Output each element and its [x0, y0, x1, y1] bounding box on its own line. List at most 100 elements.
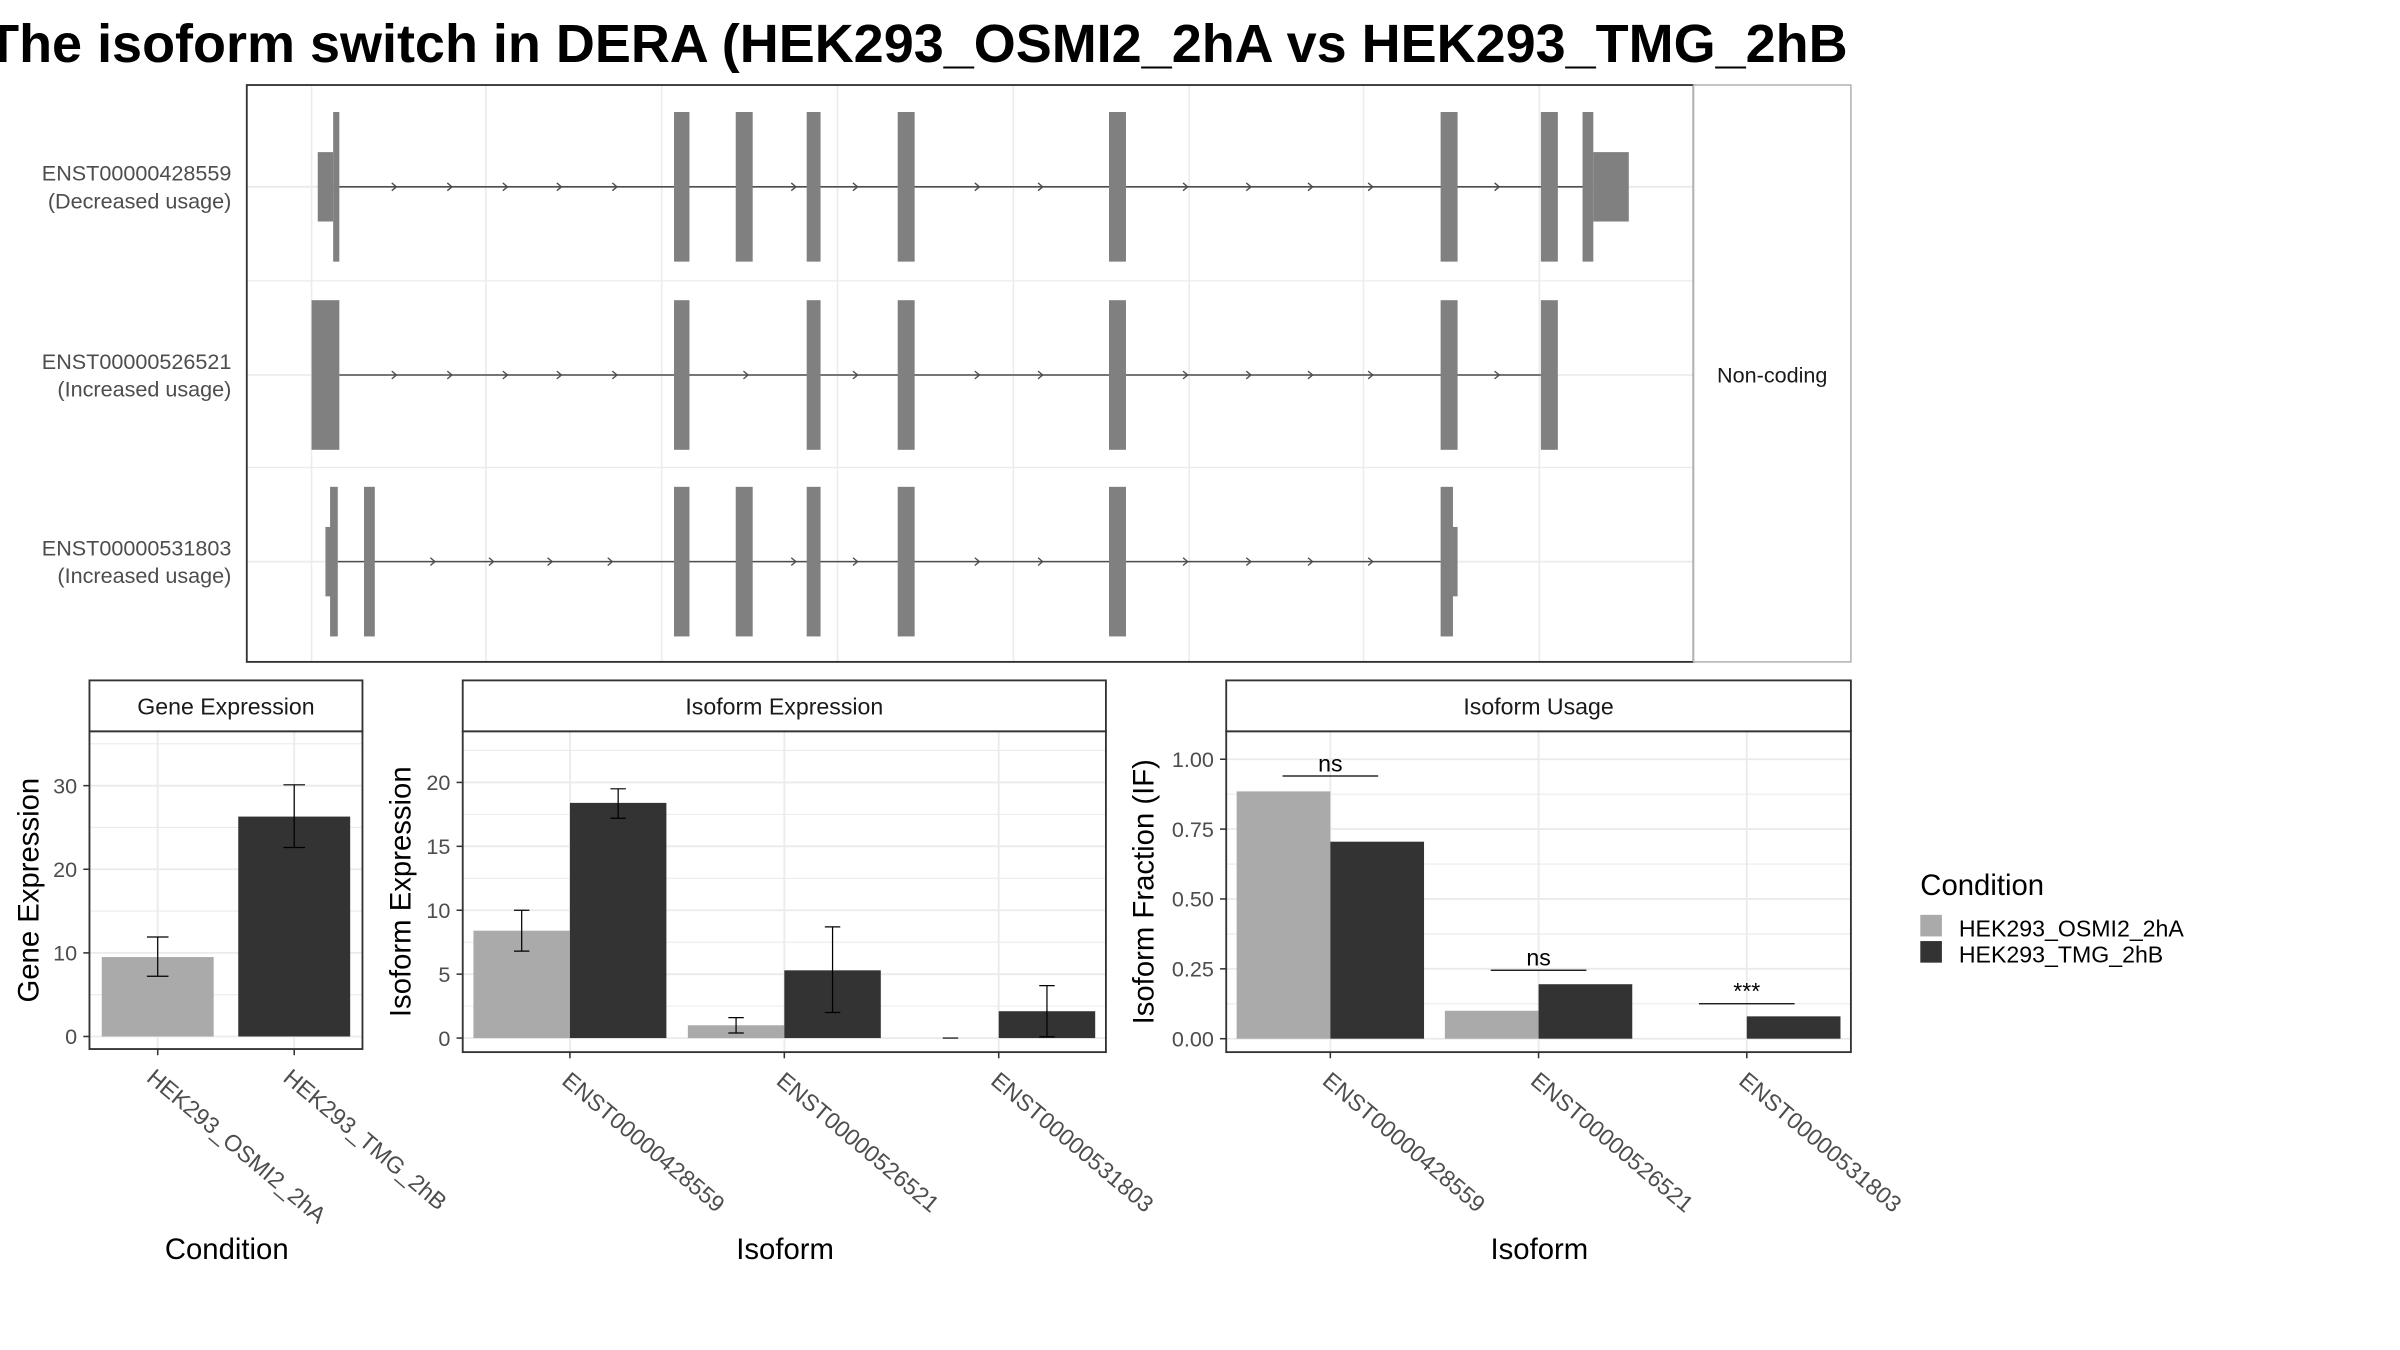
exon [1440, 486, 1453, 637]
y-tick-label: 10 [53, 941, 77, 966]
transcript-usage-label: (Increased usage) [57, 563, 231, 588]
y-tick-label: 0.00 [1172, 1026, 1214, 1051]
bar [1444, 1010, 1539, 1039]
intron-direction-arrow [1037, 557, 1044, 567]
intron-direction-arrow [974, 182, 981, 192]
intron-direction-arrow [502, 182, 509, 192]
x-tick-label: ENST00000526521 [772, 1067, 944, 1218]
significance-label: *** [1733, 978, 1760, 1004]
y-tick-label: 0 [65, 1024, 77, 1049]
y-tick-label: 0.75 [1172, 817, 1214, 842]
y-axis-title: Gene Expression [13, 778, 46, 1003]
transcript-panel-background [246, 85, 1694, 662]
bar [1236, 791, 1331, 1039]
x-tick-label: ENST00000428559 [557, 1067, 729, 1218]
transcript-usage-label: (Increased usage) [57, 377, 231, 402]
exon [1540, 112, 1558, 262]
exon [1440, 112, 1458, 262]
intron-direction-arrow [1182, 557, 1189, 567]
exon [806, 112, 821, 262]
x-axis-title: Isoform [1490, 1233, 1588, 1266]
x-tick-label: ENST00000526521 [1526, 1067, 1698, 1218]
exon [1540, 300, 1558, 450]
exon [1440, 300, 1458, 450]
figure-title: The isoform switch in DERA (HEK293_OSMI2… [0, 14, 1848, 74]
intron-direction-arrow [611, 370, 619, 380]
y-axis-title: Isoform Fraction (IF) [1128, 759, 1161, 1024]
y-tick-label: 20 [426, 770, 450, 795]
error-bar [146, 936, 169, 977]
facet-strip-right [1692, 84, 1852, 663]
bar [1746, 1016, 1841, 1039]
exon [1108, 300, 1126, 450]
intron-direction-arrow [607, 557, 614, 567]
x-tick-label: ENST00000531803 [1734, 1067, 1906, 1218]
error-bar [283, 784, 306, 849]
significance-label: ns [1318, 750, 1342, 776]
error-bar [824, 926, 841, 1014]
intron-direction-arrow [1494, 370, 1501, 380]
error-bar [513, 909, 530, 952]
intron-direction-arrow [974, 370, 981, 380]
intron-direction-arrow [852, 370, 859, 380]
intron-direction-arrow [429, 557, 437, 567]
x-axis-title: Condition [165, 1233, 289, 1266]
panel-title: Isoform Usage [1463, 693, 1613, 719]
bar [1330, 841, 1425, 1039]
transcript-ENST00000531803 [325, 486, 1458, 637]
transcript-usage-label: (Decreased usage) [48, 188, 232, 213]
exon [1582, 112, 1594, 262]
transcript-ENST00000526521 [311, 300, 1558, 450]
legend-title: Condition [1920, 869, 2044, 902]
y-tick-label: 15 [426, 834, 450, 859]
exon [735, 486, 753, 637]
exon [897, 486, 915, 637]
intron-direction-arrow [391, 370, 398, 380]
intron-direction-arrow [1307, 557, 1314, 567]
intron-direction-arrow [1245, 370, 1252, 380]
panel-title: Isoform Expression [685, 693, 883, 719]
legend-key-cond-a [1920, 914, 1942, 937]
intron-direction-arrow [1367, 370, 1374, 380]
y-tick-label: 30 [53, 773, 77, 798]
intron-direction-arrow [1182, 182, 1189, 192]
legend-label-cond-a: HEK293_OSMI2_2hA [1959, 915, 2185, 941]
condition-legend: Condition HEK293_OSMI2_2hA HEK293_TMG_2h… [1920, 869, 2184, 968]
intron-direction-arrow [974, 557, 981, 567]
x-tick-label: ENST00000531803 [986, 1067, 1158, 1218]
intron-direction-arrow [1367, 557, 1374, 567]
intron-direction-arrow [1307, 182, 1314, 192]
transcript-ENST00000428559 [317, 112, 1629, 262]
y-tick-label: 10 [426, 898, 450, 923]
error-bar [610, 788, 626, 819]
y-tick-label: 1.00 [1172, 747, 1214, 772]
panel-title: Gene Expression [137, 693, 314, 719]
x-axis-title: Isoform [736, 1233, 834, 1266]
intron-direction-arrow [743, 370, 750, 380]
intron-direction-arrow [1367, 182, 1374, 192]
exon [735, 112, 753, 262]
facet-strip [1225, 679, 1852, 733]
exon [333, 112, 340, 262]
exon [1108, 486, 1126, 637]
intron-direction-arrow [1494, 182, 1501, 192]
y-tick-label: 0.25 [1172, 957, 1214, 982]
exon [1108, 112, 1126, 262]
exon [674, 112, 690, 262]
intron-direction-arrow [1037, 370, 1044, 380]
error-bar [1039, 985, 1055, 1038]
isoform-usage-panel: ns ns *** Isoform Usage 0.00 0.25 0.50 0.75 1.00… [1128, 679, 1907, 1266]
exon [897, 300, 915, 450]
exon [311, 300, 340, 450]
intron-direction-arrow [391, 182, 398, 192]
intron-direction-arrow [488, 557, 495, 567]
error-bar [728, 1016, 744, 1034]
y-tick-label: 0.50 [1172, 887, 1214, 912]
intron-direction-arrow [547, 557, 554, 567]
exon [897, 112, 915, 262]
y-tick-label: 20 [53, 857, 77, 882]
intron-direction-arrow [1182, 370, 1189, 380]
utr-exon [317, 152, 334, 222]
intron-direction-arrow [1245, 182, 1252, 192]
